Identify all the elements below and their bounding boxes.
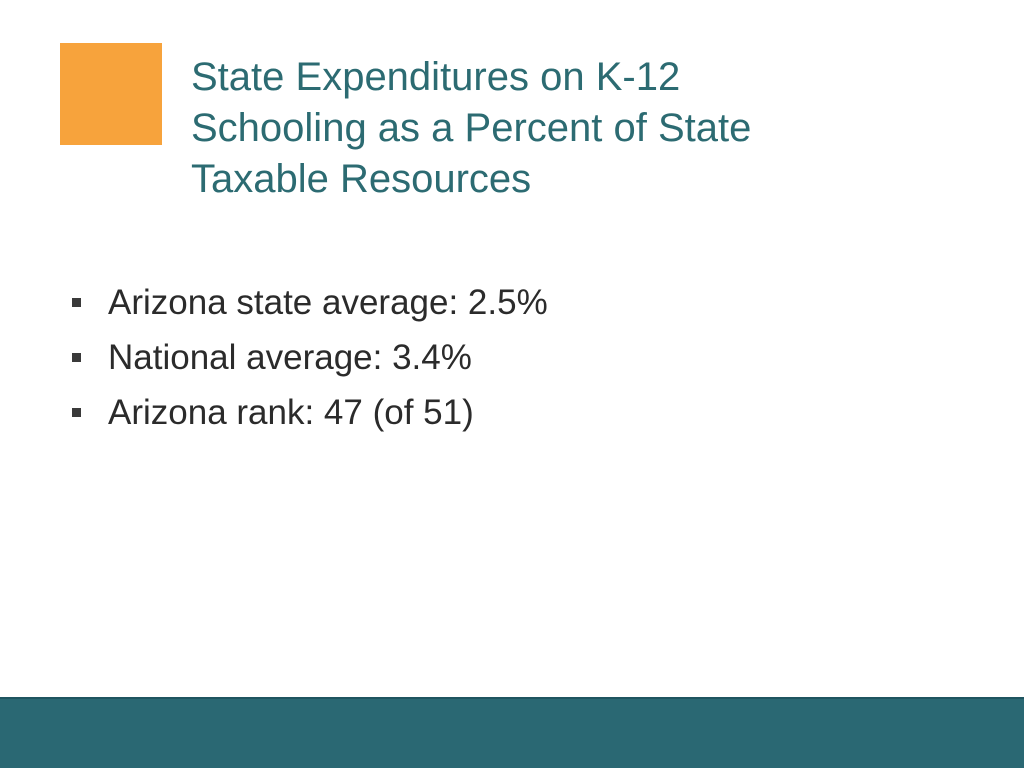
footer-bar (0, 697, 1024, 768)
title-line-2: Schooling as a Percent of State (191, 106, 752, 150)
bullet-item-rank: Arizona rank: 47 (of 51) (70, 385, 548, 440)
square-bullet-icon (72, 408, 81, 417)
square-bullet-icon (72, 353, 81, 362)
bullet-item-national-average: National average: 3.4% (70, 330, 548, 385)
title-line-3: Taxable Resources (191, 157, 532, 201)
accent-square (60, 43, 162, 145)
title-line-1: State Expenditures on K-12 (191, 55, 681, 99)
bullet-item-state-average: Arizona state average: 2.5% (70, 275, 548, 330)
bullet-text: National average: 3.4% (108, 337, 472, 377)
bullet-list: Arizona state average: 2.5% National ave… (70, 275, 548, 440)
square-bullet-icon (72, 298, 81, 307)
bullet-text: Arizona state average: 2.5% (108, 282, 548, 322)
slide-title: State Expenditures on K-12 Schooling as … (191, 52, 971, 205)
bullet-text: Arizona rank: 47 (of 51) (108, 392, 474, 432)
